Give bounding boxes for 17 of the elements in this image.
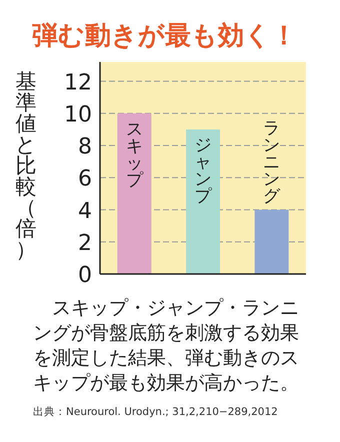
chart-title: 弾む動きが最も効く！ — [32, 20, 297, 53]
bar — [254, 210, 289, 274]
x-tick-label: スキップ — [126, 119, 144, 190]
y-tick-label: 8 — [78, 134, 92, 160]
y-tick-label: 2 — [78, 230, 92, 256]
text: 基準値と比較（倍） — [15, 69, 37, 262]
text: スキップ・ジャンプ・ランニングが骨盤底筋を刺激する効果を測定した結果、弾む動きのスキップが最も効果が高かった。 — [33, 296, 300, 396]
bar — [117, 113, 152, 274]
y-tick-label: 0 — [78, 263, 92, 288]
x-tick-label: ランニング — [263, 118, 282, 207]
y-tick-label: 4 — [78, 198, 92, 224]
y-tick-label: 10 — [64, 102, 92, 128]
source-note: 出典：Neurourol. Urodyn.; 31,2,210−289,2012 — [33, 405, 278, 419]
y-tick-label: 6 — [78, 166, 92, 192]
bar — [186, 129, 220, 274]
x-tick-label: ジャンプ — [194, 135, 212, 206]
y-tick-label: 12 — [64, 70, 92, 96]
